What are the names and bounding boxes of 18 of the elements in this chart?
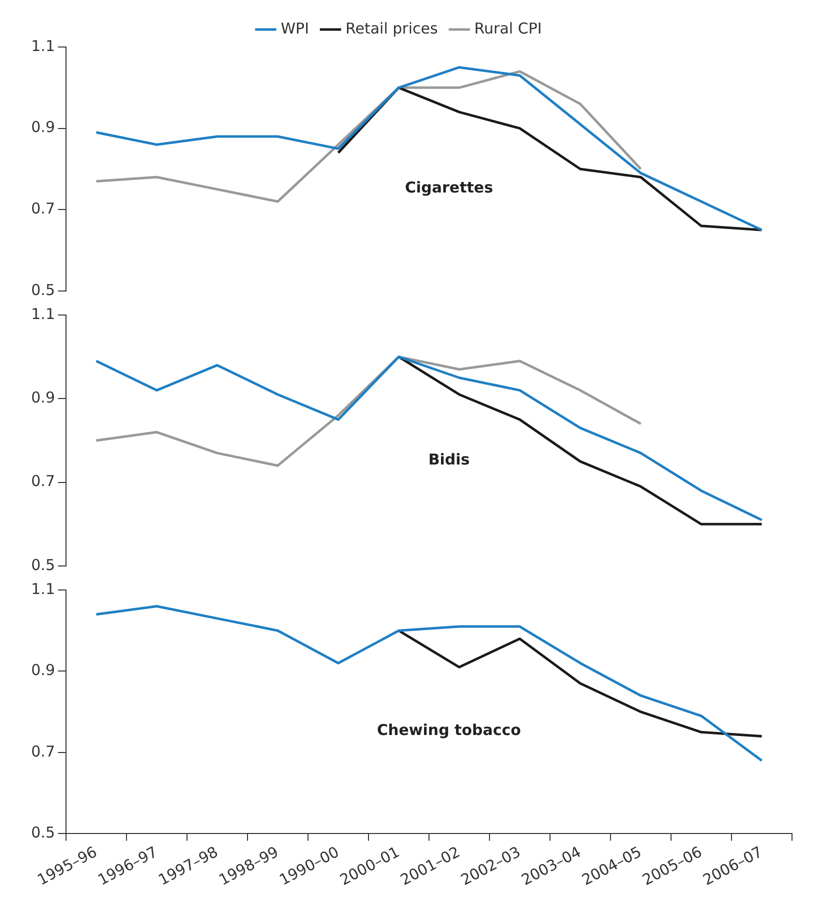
- text: Cigarettes: [404, 178, 494, 196]
- legend-label: Retail prices: [346, 19, 438, 38]
- y-tick-label: 1.1: [31, 580, 55, 598]
- y-tick-label: 1.1: [31, 304, 55, 323]
- y-tick-label: 0.9: [31, 118, 55, 136]
- y-tick-label: 0.7: [31, 472, 55, 490]
- y-tick-label: 1.1: [31, 36, 55, 55]
- legend-label: Rural CPI: [474, 19, 542, 38]
- text: Chewing tobacco: [377, 721, 521, 740]
- y-tick-label: 0.5: [31, 556, 55, 574]
- y-tick-label: 0.5: [31, 824, 55, 842]
- text: Bidis: [428, 450, 470, 468]
- y-tick-label: 0.5: [31, 280, 55, 299]
- y-tick-label: 0.7: [31, 200, 55, 218]
- y-tick-label: 0.9: [31, 388, 55, 407]
- legend-label: WPI: [280, 19, 310, 38]
- y-tick-label: 0.9: [31, 661, 55, 680]
- y-tick-label: 0.7: [31, 742, 55, 760]
